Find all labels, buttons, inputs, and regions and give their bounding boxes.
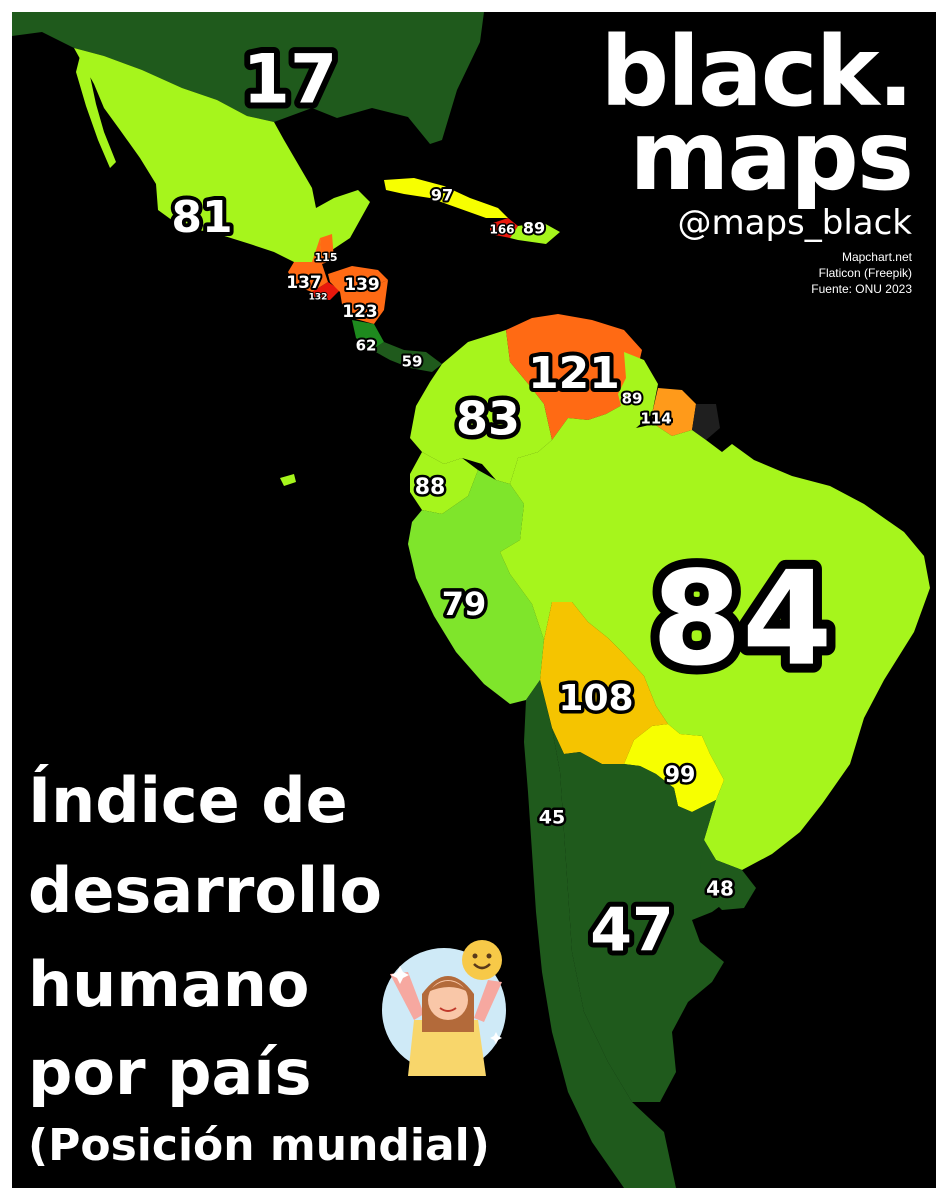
region-venezuela <box>506 314 642 440</box>
rank-label-m-xico: 81 <box>171 192 232 243</box>
rank-label-uruguay: 48 <box>706 877 734 901</box>
credit-source: Fuente: ONU 2023 <box>811 282 912 296</box>
rank-label-guyana: 89 <box>622 390 643 408</box>
rank-label-venezuela: 121 <box>528 348 620 399</box>
credit-mapchart: Mapchart.net <box>841 250 912 264</box>
map-area: 17 81 97 166 89 115 137 132 139 123 62 59 121 83 89 114… <box>12 12 936 1188</box>
rank-label-bolivia: 108 <box>558 678 633 719</box>
region-costa-rica <box>352 320 384 350</box>
region-ecuador <box>410 452 478 514</box>
region-chile <box>524 680 676 1188</box>
rank-label-rep-blica-dominicana: 89 <box>523 219 545 238</box>
rank-label-belice: 115 <box>315 251 338 264</box>
region-nicaragua <box>340 280 388 324</box>
rank-label-costa-rica: 62 <box>356 337 377 355</box>
region-belize <box>320 234 334 264</box>
rank-label-chile: 45 <box>539 807 565 829</box>
title-line-5: (Posición mundial) <box>28 1120 490 1171</box>
title-line-2: desarrollo <box>28 854 383 927</box>
rank-label-cuba: 97 <box>431 186 453 205</box>
region-argentina <box>552 728 742 1102</box>
region-honduras <box>328 266 388 294</box>
title-line-1: Índice de <box>28 764 348 837</box>
region-galapagos <box>280 474 296 486</box>
region-uruguay <box>700 840 756 910</box>
region-guatemala <box>288 238 328 292</box>
rank-label-paraguay: 99 <box>665 763 696 788</box>
rank-label-per-: 79 <box>442 585 487 623</box>
region-dominican-republic <box>510 222 560 244</box>
rank-label-panam-: 59 <box>402 353 423 371</box>
region-cuba <box>384 178 508 218</box>
region-paraguay <box>624 724 724 812</box>
rank-label-ecuador: 88 <box>415 475 446 500</box>
region-haiti <box>490 218 518 238</box>
rank-label-estados-unidos: 17 <box>243 41 338 120</box>
rank-label-honduras: 139 <box>344 275 380 295</box>
rank-label-colombia: 83 <box>456 392 520 446</box>
region-suriname <box>652 388 696 436</box>
rank-label-hait-: 166 <box>489 223 514 237</box>
rank-label-brasil: 84 <box>652 543 833 695</box>
region-united-states <box>12 12 484 144</box>
brand-handle: @maps_black <box>677 203 913 243</box>
title-line-3: humano <box>28 948 310 1021</box>
region-french-guiana <box>692 404 720 440</box>
rank-label-nicaragua: 123 <box>342 302 378 322</box>
region-el-salvador <box>312 282 340 300</box>
region-brazil <box>500 404 930 870</box>
credit-flaticon: Flaticon (Freepik) <box>818 266 912 280</box>
happy-person-icon <box>382 940 506 1076</box>
title-line-4: por país <box>28 1036 312 1109</box>
region-guyana <box>618 352 658 428</box>
region-peru <box>408 470 544 704</box>
region-panama <box>372 342 442 372</box>
brand-name-line1: black. <box>600 16 914 128</box>
brand-name-line2: maps <box>629 100 914 212</box>
region-bolivia <box>540 602 668 764</box>
region-colombia <box>410 330 552 484</box>
rank-label-el-salvador: 132 <box>309 293 328 303</box>
rank-label-guatemala: 137 <box>286 273 322 293</box>
region-mexico <box>74 48 370 262</box>
rank-label-surinam: 114 <box>640 410 671 428</box>
rank-label-argentina: 47 <box>590 896 674 966</box>
